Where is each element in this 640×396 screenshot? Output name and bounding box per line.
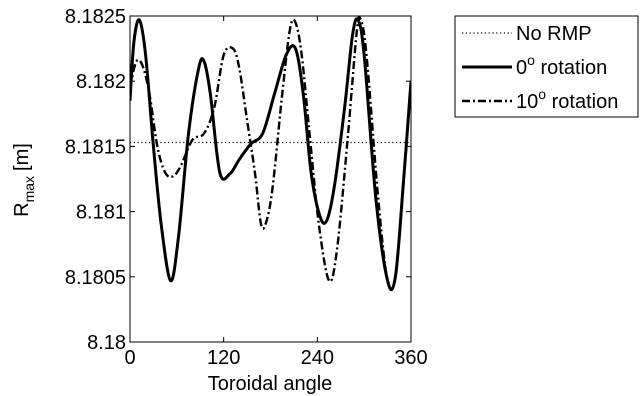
x-tick-label: 0 (124, 347, 135, 369)
y-axis-label-sub: max (21, 176, 37, 202)
x-axis-label: Toroidal angle (208, 373, 333, 395)
legend-label-0-rotation: 0o rotation (516, 52, 607, 79)
legend-label-10-rotation: 10o rotation (516, 86, 618, 113)
series-line-0-rotation (130, 17, 411, 292)
y-axis-label: Rmax [m] (11, 143, 37, 217)
y-tick-label: 8.1815 (65, 136, 126, 158)
y-tick-label: 8.18 (87, 332, 126, 354)
series-line-10-rotation (130, 16, 411, 291)
plot-area-frame (129, 15, 412, 343)
legend-label-no-rmp: No RMP (516, 23, 592, 45)
y-tick-label: 8.182 (76, 71, 126, 93)
y-tick-label: 8.1825 (65, 6, 126, 28)
y-axis-label-unit: [m] (11, 143, 33, 171)
series-layer (130, 16, 411, 292)
x-tick-label: 240 (301, 347, 334, 369)
legend: No RMP 0o rotation 10o rotation (454, 15, 639, 118)
svg-text:Rmax[m]: Rmax [m] (11, 143, 37, 217)
ticks-layer: 0 120 240 360 8.18 8.1805 8.181 8.1815 8.182 8.18… (65, 6, 428, 369)
y-tick-label: 8.1805 (65, 267, 126, 289)
x-tick-label: 360 (394, 347, 427, 369)
x-tick-label: 120 (207, 347, 240, 369)
y-axis-label-main: R (11, 202, 33, 216)
y-tick-label: 8.181 (76, 202, 126, 224)
